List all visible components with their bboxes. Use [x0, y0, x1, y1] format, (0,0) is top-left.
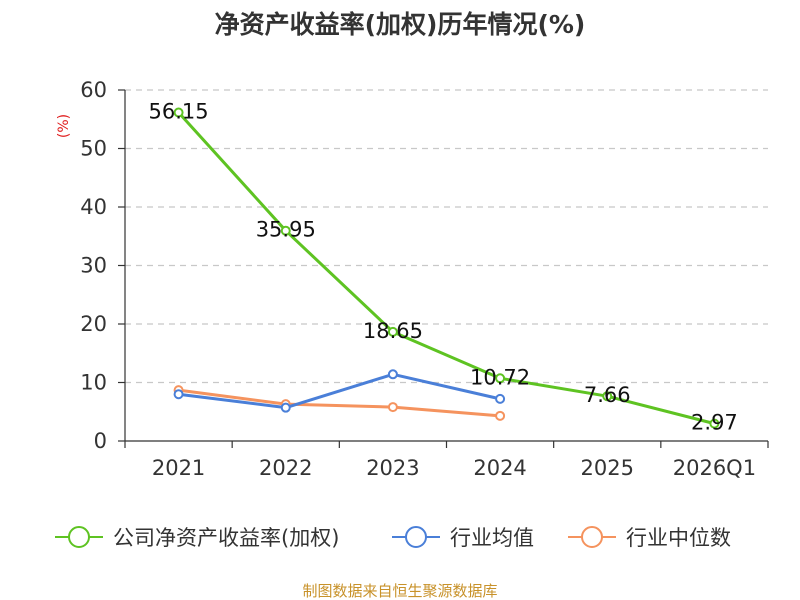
series-line: [177, 388, 502, 418]
data-point: [387, 402, 398, 413]
x-tick-label: 2021: [152, 456, 205, 480]
y-tick-label: 60: [80, 78, 107, 102]
data-label: 10.72: [470, 365, 530, 389]
data-label: 7.66: [584, 383, 631, 407]
legend-marker: [68, 526, 90, 548]
legend-label: 公司净资产收益率(加权): [113, 526, 339, 550]
data-point: [387, 326, 398, 337]
data-label: 18.65: [363, 319, 423, 343]
x-tick-label: 2026Q1: [673, 456, 756, 480]
data-point: [173, 389, 184, 400]
data-point: [173, 107, 184, 118]
data-label: 2.97: [691, 411, 738, 435]
series-line: [177, 372, 502, 410]
data-point: [280, 402, 291, 413]
source-note: 制图数据来自恒生聚源数据库: [302, 582, 497, 600]
legend-marker: [581, 526, 603, 548]
data-point: [495, 393, 506, 404]
data-label: 35.95: [256, 218, 316, 242]
legend[interactable]: 公司净资产收益率(加权) 行业均值 行业中位数: [55, 526, 731, 550]
data-label: 56.15: [149, 100, 209, 124]
legend-item[interactable]: 公司净资产收益率(加权): [55, 526, 339, 550]
y-tick-label: 0: [94, 429, 107, 453]
legend-marker: [405, 526, 427, 548]
series-line: [177, 111, 716, 426]
legend-label: 行业均值: [450, 526, 534, 550]
legend-item[interactable]: 行业中位数: [568, 526, 731, 550]
legend-label: 行业中位数: [626, 526, 731, 550]
data-point: [495, 410, 506, 421]
x-tick-label: 2025: [581, 456, 634, 480]
data-point: [602, 391, 613, 402]
y-tick-label: 10: [80, 371, 107, 395]
gridlines: [125, 89, 768, 384]
data-point: [387, 369, 398, 380]
y-tick-label: 50: [80, 137, 107, 161]
y-tick-label: 20: [80, 312, 107, 336]
data-point: [709, 418, 720, 429]
series-lines: [173, 107, 720, 429]
x-tick-label: 2024: [473, 456, 526, 480]
axes: 0 10 20 30 40 50 60 2021 2022 2023 2024 2025 2026Q1: [80, 78, 769, 480]
chart-title: 净资产收益率(加权)历年情况(%): [215, 10, 586, 39]
y-tick-label: 40: [80, 195, 107, 219]
data-point: [495, 373, 506, 384]
data-labels: 56.15 35.95 18.65 10.72 7.66 2.97: [149, 100, 738, 435]
x-tick-label: 2022: [259, 456, 312, 480]
data-point: [280, 225, 291, 236]
y-tick-label: 30: [80, 254, 107, 278]
x-tick-label: 2023: [366, 456, 419, 480]
y-axis-unit-label: (%): [56, 114, 72, 138]
legend-item[interactable]: 行业均值: [392, 526, 534, 550]
